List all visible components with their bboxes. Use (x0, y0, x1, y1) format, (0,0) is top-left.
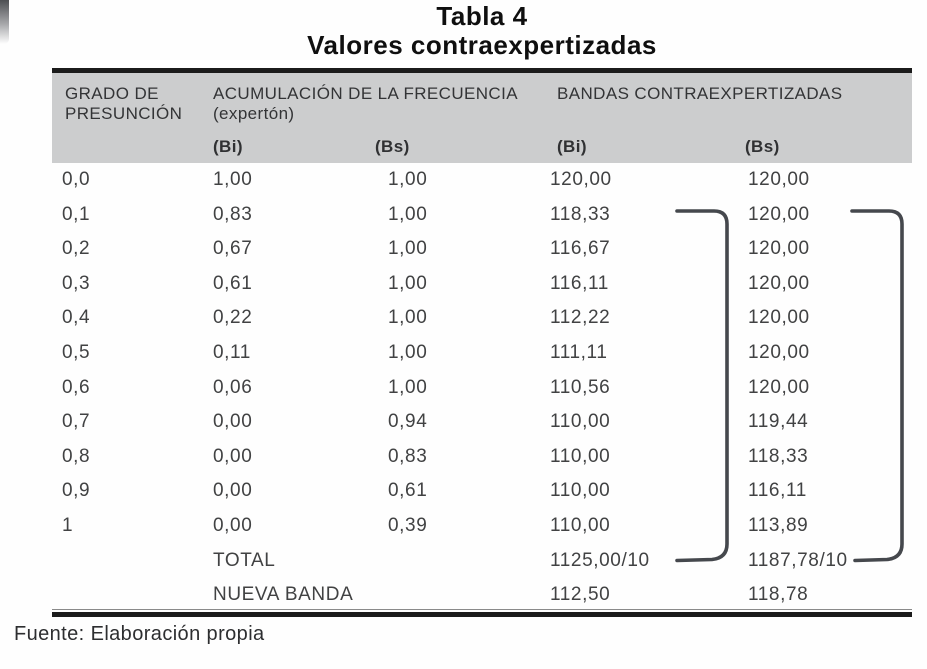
cell-nueva-banda-bi: 112,50 (550, 584, 611, 606)
cell-banda-bi: 112,22 (550, 307, 611, 329)
cell-total-banda-bs: 1187,78/10 (748, 549, 848, 571)
table-row-nueva-banda: NUEVA BANDA 112,50 118,78 (52, 578, 912, 613)
subheader-banda-bs: (Bs) (745, 137, 780, 156)
table-header: GRADO DE PRESUNCIÓN ACUMULACIÓN DE LA FR… (52, 73, 912, 163)
header-grado-presuncion: GRADO DE PRESUNCIÓN (65, 84, 183, 123)
header-acumulacion-frecuencia: ACUMULACIÓN DE LA FRECUENCIA (expertón) (213, 84, 518, 123)
cell-frec-bs: 0,94 (388, 411, 428, 433)
cell-nueva-banda-label: NUEVA BANDA (213, 584, 354, 606)
cell-grado: 0,0 (62, 169, 91, 190)
table-row: 0,8 0,00 0,83 110,00 118,33 (52, 440, 912, 475)
cell-banda-bs: 118,33 (748, 445, 809, 467)
table-row: 0,9 0,00 0,61 110,00 116,11 (52, 474, 912, 509)
cell-grado: 0,1 (62, 203, 91, 225)
subheader-banda-bi: (Bi) (557, 137, 587, 156)
cell-frec-bi: 0,00 (213, 445, 253, 467)
cell-banda-bi: 110,00 (550, 514, 611, 536)
cell-banda-bs: 120,00 (748, 272, 810, 294)
table-row: 1 0,00 0,39 110,00 113,89 (52, 509, 912, 544)
source-note: Fuente: Elaboración propia (14, 623, 265, 645)
table-body: 0,0 1,00 1,00 120,00 120,00 0,1 0,83 1,0… (52, 163, 912, 613)
cell-frec-bi: 0,67 (213, 238, 253, 260)
table-row: 0,4 0,22 1,00 112,22 120,00 (52, 301, 912, 336)
cell-grado: 0,3 (62, 272, 91, 294)
cell-banda-bi: 116,11 (550, 272, 609, 294)
cell-banda-bi: 110,00 (550, 480, 611, 502)
cell-banda-bs: 120,00 (748, 376, 810, 398)
cell-banda-bs: 120,00 (748, 307, 810, 329)
cell-frec-bs: 1,00 (388, 238, 428, 260)
cell-banda-bs: 120,00 (748, 341, 810, 363)
cell-frec-bs: 1,00 (388, 341, 428, 363)
cell-banda-bs: 120,00 (748, 203, 810, 225)
cell-frec-bs: 1,00 (388, 272, 428, 294)
cell-banda-bs: 120,00 (748, 238, 810, 260)
table-row-total: TOTAL 1125,00/10 1187,78/10 (52, 544, 912, 579)
scan-artifact (0, 0, 9, 44)
cell-frec-bs: 1,00 (388, 376, 428, 398)
cell-frec-bs: 0,61 (388, 480, 428, 502)
subheader-frec-bi: (Bi) (213, 137, 243, 156)
cell-frec-bi: 0,00 (213, 480, 253, 502)
cell-grado: 0,2 (62, 238, 91, 260)
cell-grado: 0,8 (62, 445, 91, 467)
table-row: 0,1 0,83 1,00 118,33 120,00 (52, 198, 912, 233)
table-row: 0,6 0,06 1,00 110,56 120,00 (52, 371, 912, 406)
cell-grado: 0,9 (62, 480, 91, 502)
cell-frec-bi: 0,00 (213, 514, 253, 536)
cell-total-label: TOTAL (213, 549, 276, 571)
cell-banda-bi: 116,67 (550, 238, 611, 260)
table-row: 0,5 0,11 1,00 111,11 120,00 (52, 336, 912, 371)
table-row: 0,0 1,00 1,00 120,00 120,00 (52, 163, 912, 198)
cell-banda-bs: 116,11 (748, 480, 807, 502)
table-row: 0,3 0,61 1,00 116,11 120,00 (52, 267, 912, 302)
cell-frec-bi: 0,22 (213, 307, 253, 329)
cell-frec-bs: 1,00 (388, 307, 428, 329)
cell-grado: 0,7 (62, 411, 91, 433)
cell-frec-bi: 0,61 (213, 272, 253, 294)
table-bottom-border-thin (52, 609, 912, 610)
cell-grado: 0,6 (62, 376, 91, 398)
cell-banda-bi: 110,56 (550, 376, 611, 398)
table-number: Tabla 4 (436, 1, 528, 31)
table-caption: Valores contraexpertizadas (307, 30, 657, 60)
cell-banda-bi: 118,33 (550, 203, 611, 225)
cell-banda-bi: 111,11 (550, 341, 608, 363)
cell-banda-bi: 120,00 (550, 169, 612, 190)
cell-frec-bs: 1,00 (388, 169, 428, 190)
cell-banda-bs: 119,44 (748, 411, 809, 433)
cell-frec-bi: 1,00 (213, 169, 253, 190)
cell-frec-bs: 1,00 (388, 203, 428, 225)
cell-frec-bi: 0,83 (213, 203, 253, 225)
table-row: 0,7 0,00 0,94 110,00 119,44 (52, 405, 912, 440)
cell-grado: 0,4 (62, 307, 91, 329)
table-bottom-border (52, 612, 912, 617)
cell-banda-bs: 120,00 (748, 169, 810, 190)
cell-banda-bi: 110,00 (550, 445, 611, 467)
table-row: 0,2 0,67 1,00 116,67 120,00 (52, 232, 912, 267)
cell-frec-bi: 0,06 (213, 376, 253, 398)
table-title: Tabla 4 Valores contraexpertizadas (52, 2, 912, 60)
header-bandas-contraexpertizadas: BANDAS CONTRAEXPERTIZADAS (557, 84, 843, 103)
cell-grado: 0,5 (62, 341, 91, 363)
cell-frec-bi: 0,00 (213, 411, 253, 433)
cell-frec-bi: 0,11 (213, 341, 251, 363)
cell-banda-bs: 113,89 (748, 514, 809, 536)
cell-frec-bs: 0,39 (388, 514, 428, 536)
cell-frec-bs: 0,83 (388, 445, 428, 467)
subheader-frec-bs: (Bs) (375, 137, 410, 156)
cell-nueva-banda-bs: 118,78 (748, 584, 809, 606)
cell-total-banda-bi: 1125,00/10 (550, 549, 650, 571)
cell-grado: 1 (62, 514, 74, 536)
cell-banda-bi: 110,00 (550, 411, 611, 433)
table-top-border (52, 68, 912, 73)
